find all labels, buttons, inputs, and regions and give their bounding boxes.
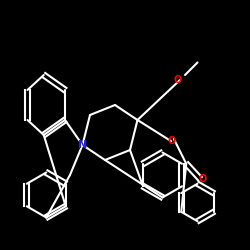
Text: O: O	[174, 75, 182, 85]
Text: O: O	[198, 174, 206, 184]
Text: N: N	[78, 140, 87, 150]
Text: O: O	[167, 136, 175, 146]
